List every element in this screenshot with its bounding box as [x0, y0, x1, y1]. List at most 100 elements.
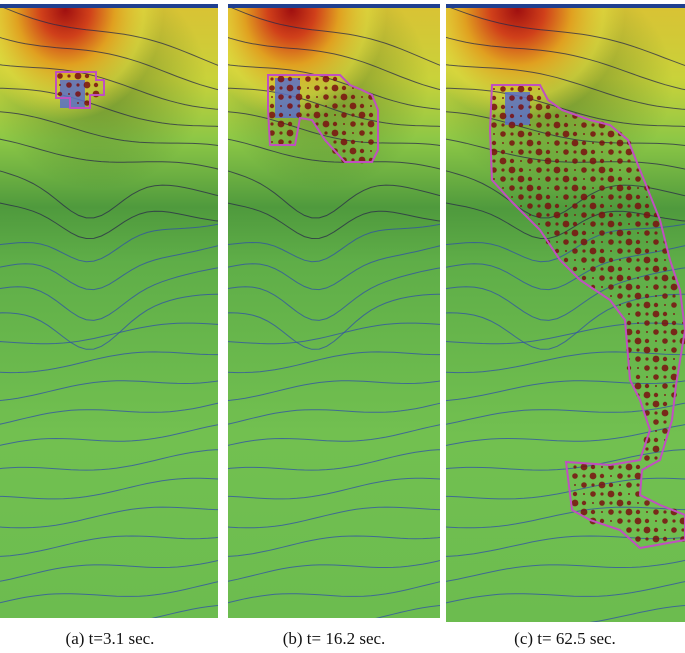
fire-cell [490, 148, 498, 156]
fire-cell [609, 231, 613, 235]
fire-cell [510, 132, 514, 136]
fire-cell [599, 248, 605, 254]
fire-cell [306, 113, 310, 117]
fire-cell [627, 339, 631, 343]
contour-line [0, 351, 218, 374]
fire-cell [646, 196, 648, 198]
fire-cell [67, 74, 71, 78]
fire-cell [652, 355, 660, 363]
fire-cell [653, 527, 659, 533]
fire-cell [681, 528, 685, 532]
fire-cell [517, 85, 525, 93]
fire-cell [580, 193, 588, 201]
fire-cell [509, 113, 515, 119]
fire-cell [589, 472, 597, 480]
fire-cell [617, 158, 623, 164]
fire-cell [367, 120, 375, 128]
contour-line [228, 111, 440, 146]
fire-cell [635, 284, 641, 290]
fire-cell [634, 202, 642, 210]
fire-cell [662, 293, 668, 299]
contour-line [228, 267, 440, 321]
fire-cell [322, 75, 330, 83]
fire-cell [610, 475, 612, 477]
fire-cell [537, 204, 541, 208]
fire-cell [636, 258, 640, 262]
fire-cell [581, 167, 587, 173]
fire-cell [655, 430, 657, 432]
fire-cell [287, 76, 293, 82]
fire-cell [502, 97, 504, 99]
contour-line [446, 245, 685, 291]
panel [446, 5, 685, 622]
fire-cell [590, 149, 596, 155]
fire-cell [601, 466, 603, 468]
fire-cell [544, 157, 552, 165]
fire-cell [563, 194, 569, 200]
fire-cell [574, 169, 576, 171]
fire-cell [518, 122, 524, 128]
fire-cell [617, 221, 623, 227]
fire-cell [322, 120, 330, 128]
fire-cell [332, 76, 338, 82]
fire-cell [673, 538, 675, 540]
fire-cell [581, 212, 587, 218]
fire-cell [644, 365, 650, 371]
fire-cell [627, 204, 631, 208]
contour-line [228, 424, 440, 446]
fire-cell [653, 284, 659, 290]
fire-cell [536, 167, 542, 173]
fire-cell [643, 346, 651, 354]
fire-cell [635, 356, 641, 362]
fire-cell [571, 139, 579, 147]
fire-cell [556, 196, 558, 198]
fire-cell [598, 256, 606, 264]
fire-cell [646, 376, 648, 378]
fire-cell [517, 175, 525, 183]
contour-line [228, 380, 440, 402]
fire-cell [370, 150, 372, 152]
fire-cell [663, 510, 667, 514]
fire-cell [635, 176, 641, 182]
fire-cell [607, 130, 615, 138]
fire-cell [340, 93, 348, 101]
fire-cell [608, 239, 614, 245]
fire-cell [663, 420, 667, 424]
fire-cell [538, 223, 540, 225]
contour-line [375, 605, 440, 618]
fire-cell [74, 72, 82, 80]
fire-cell [607, 490, 615, 498]
fire-cell [500, 176, 506, 182]
top-edge [0, 4, 218, 8]
terrain-peak [446, 5, 685, 622]
fire-cell [662, 338, 668, 344]
fire-cell [573, 195, 577, 199]
fire-cell [68, 93, 70, 95]
fire-cell [359, 103, 365, 109]
fire-cell [580, 238, 588, 246]
fire-cell [628, 178, 630, 180]
fire-cell [627, 159, 631, 163]
contour-line [446, 402, 685, 425]
fire-cell [617, 491, 623, 497]
fire-cell [491, 122, 497, 128]
fire-cell [314, 85, 320, 91]
fire-cell [607, 265, 615, 273]
fire-cell [493, 133, 495, 135]
fire-cell [626, 482, 632, 488]
fire-cell [635, 221, 641, 227]
fire-cell [297, 104, 301, 108]
fire-cell [609, 501, 613, 505]
fire-cell [610, 205, 612, 207]
fire-cell [654, 231, 658, 235]
fire-cell [298, 78, 300, 80]
fire-cell [341, 112, 347, 118]
fire-cell [572, 176, 578, 182]
fire-cell [57, 73, 63, 79]
fire-cell [571, 499, 579, 507]
fire-cell [646, 286, 648, 288]
fire-cell [626, 527, 632, 533]
fire-cell [644, 230, 650, 236]
fire-cell [626, 230, 632, 236]
